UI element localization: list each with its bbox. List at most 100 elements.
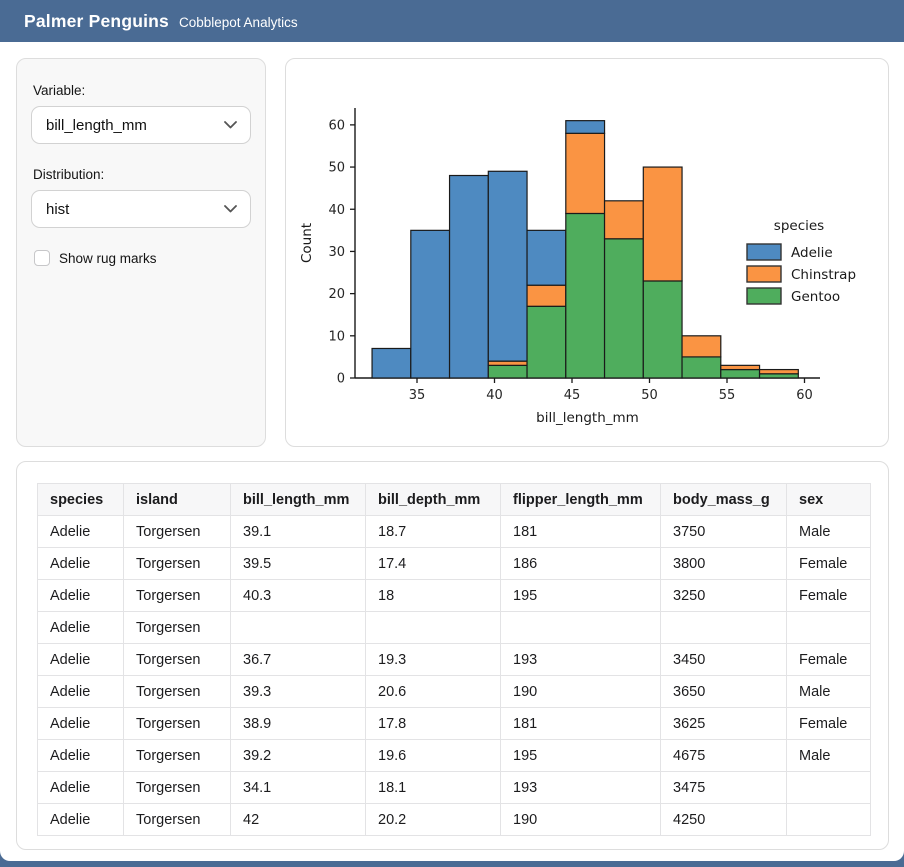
cell-bill_length_mm: 42 xyxy=(231,804,366,836)
bar-segment-gentoo xyxy=(566,213,605,378)
cell-species: Adelie xyxy=(38,740,124,772)
bar-segment-chinstrap xyxy=(566,133,605,213)
cell-species: Adelie xyxy=(38,644,124,676)
table-row: AdelieTorgersen4220.21904250 xyxy=(38,804,871,836)
cell-bill_length_mm: 36.7 xyxy=(231,644,366,676)
app-header: Palmer Penguins Cobblepot Analytics xyxy=(0,0,904,42)
app-subtitle: Cobblepot Analytics xyxy=(179,15,298,30)
cell-island: Torgersen xyxy=(124,548,231,580)
cell-bill_depth_mm: 19.6 xyxy=(366,740,501,772)
bar-segment-adelie xyxy=(527,230,566,285)
y-tick-label: 10 xyxy=(328,329,345,344)
legend-label-adelie: Adelie xyxy=(791,245,833,261)
legend-title: species xyxy=(774,218,824,234)
cell-bill_depth_mm: 20.2 xyxy=(366,804,501,836)
cell-island: Torgersen xyxy=(124,516,231,548)
penguins-table: speciesislandbill_length_mmbill_depth_mm… xyxy=(37,483,871,836)
cell-island: Torgersen xyxy=(124,740,231,772)
cell-species: Adelie xyxy=(38,516,124,548)
cell-body_mass_g: 4250 xyxy=(661,804,787,836)
table-row: AdelieTorgersen36.719.31933450Female xyxy=(38,644,871,676)
bar-segment-adelie xyxy=(372,348,411,378)
cell-species: Adelie xyxy=(38,580,124,612)
data-table-card: speciesislandbill_length_mmbill_depth_mm… xyxy=(16,461,889,850)
histogram-chart: 0102030405060354045505560bill_length_mmC… xyxy=(295,66,879,439)
app-window: Palmer Penguins Cobblepot Analytics Vari… xyxy=(0,0,904,861)
cell-body_mass_g: 3625 xyxy=(661,708,787,740)
legend-label-gentoo: Gentoo xyxy=(791,289,840,305)
cell-bill_depth_mm: 18.1 xyxy=(366,772,501,804)
bar-segment-gentoo xyxy=(643,281,682,378)
x-tick-label: 55 xyxy=(719,388,736,403)
variable-label: Variable: xyxy=(33,83,251,98)
cell-bill_length_mm: 39.1 xyxy=(231,516,366,548)
rug-checkbox-label: Show rug marks xyxy=(59,251,157,266)
bar-segment-adelie xyxy=(566,121,605,134)
cell-flipper_length_mm: 186 xyxy=(501,548,661,580)
table-header-row: speciesislandbill_length_mmbill_depth_mm… xyxy=(38,484,871,516)
legend-swatch-adelie xyxy=(747,244,781,260)
cell-bill_depth_mm: 18 xyxy=(366,580,501,612)
x-tick-label: 35 xyxy=(409,388,426,403)
cell-island: Torgersen xyxy=(124,804,231,836)
y-tick-label: 40 xyxy=(328,203,345,218)
footer-bar xyxy=(0,861,904,867)
y-tick-label: 50 xyxy=(328,161,345,176)
cell-flipper_length_mm xyxy=(501,612,661,644)
col-header-bill_depth_mm: bill_depth_mm xyxy=(366,484,501,516)
x-tick-label: 40 xyxy=(486,388,503,403)
x-tick-label: 45 xyxy=(564,388,581,403)
table-row: AdelieTorgersen39.517.41863800Female xyxy=(38,548,871,580)
distribution-select[interactable]: hist xyxy=(31,190,251,228)
bar-segment-gentoo xyxy=(605,239,644,378)
chevron-down-icon xyxy=(224,121,237,129)
y-tick-label: 0 xyxy=(337,372,345,387)
histogram-card: 0102030405060354045505560bill_length_mmC… xyxy=(285,58,889,447)
cell-sex: Female xyxy=(787,580,871,612)
table-row: AdelieTorgersen40.3181953250Female xyxy=(38,580,871,612)
col-header-bill_length_mm: bill_length_mm xyxy=(231,484,366,516)
chevron-down-icon xyxy=(224,205,237,213)
col-header-sex: sex xyxy=(787,484,871,516)
col-header-island: island xyxy=(124,484,231,516)
controls-panel: Variable: bill_length_mm Distribution: h… xyxy=(16,58,266,447)
cell-bill_length_mm xyxy=(231,612,366,644)
cell-body_mass_g xyxy=(661,612,787,644)
table-row: AdelieTorgersen39.320.61903650Male xyxy=(38,676,871,708)
cell-island: Torgersen xyxy=(124,708,231,740)
table-row: AdelieTorgersen39.118.71813750Male xyxy=(38,516,871,548)
cell-sex: Female xyxy=(787,644,871,676)
cell-bill_depth_mm: 17.8 xyxy=(366,708,501,740)
cell-bill_length_mm: 39.3 xyxy=(231,676,366,708)
cell-bill_depth_mm: 19.3 xyxy=(366,644,501,676)
rug-checkbox[interactable] xyxy=(34,250,50,266)
cell-species: Adelie xyxy=(38,772,124,804)
cell-species: Adelie xyxy=(38,676,124,708)
cell-flipper_length_mm: 190 xyxy=(501,804,661,836)
table-row: AdelieTorgersen39.219.61954675Male xyxy=(38,740,871,772)
cell-sex xyxy=(787,612,871,644)
cell-species: Adelie xyxy=(38,804,124,836)
app-title: Palmer Penguins xyxy=(24,11,169,32)
x-tick-label: 50 xyxy=(641,388,658,403)
table-row: AdelieTorgersen38.917.81813625Female xyxy=(38,708,871,740)
bar-segment-chinstrap xyxy=(527,285,566,306)
bar-segment-gentoo xyxy=(721,370,760,378)
cell-flipper_length_mm: 181 xyxy=(501,708,661,740)
cell-bill_depth_mm: 17.4 xyxy=(366,548,501,580)
y-axis-label: Count xyxy=(299,223,315,263)
variable-select[interactable]: bill_length_mm xyxy=(31,106,251,144)
cell-bill_length_mm: 39.2 xyxy=(231,740,366,772)
cell-island: Torgersen xyxy=(124,612,231,644)
distribution-label: Distribution: xyxy=(33,167,251,182)
top-row: Variable: bill_length_mm Distribution: h… xyxy=(16,58,889,447)
cell-species: Adelie xyxy=(38,548,124,580)
cell-body_mass_g: 3750 xyxy=(661,516,787,548)
cell-body_mass_g: 3475 xyxy=(661,772,787,804)
rug-checkbox-row: Show rug marks xyxy=(34,250,251,266)
cell-flipper_length_mm: 195 xyxy=(501,740,661,772)
cell-body_mass_g: 3800 xyxy=(661,548,787,580)
cell-bill_length_mm: 39.5 xyxy=(231,548,366,580)
legend-label-chinstrap: Chinstrap xyxy=(791,267,856,283)
cell-flipper_length_mm: 193 xyxy=(501,772,661,804)
